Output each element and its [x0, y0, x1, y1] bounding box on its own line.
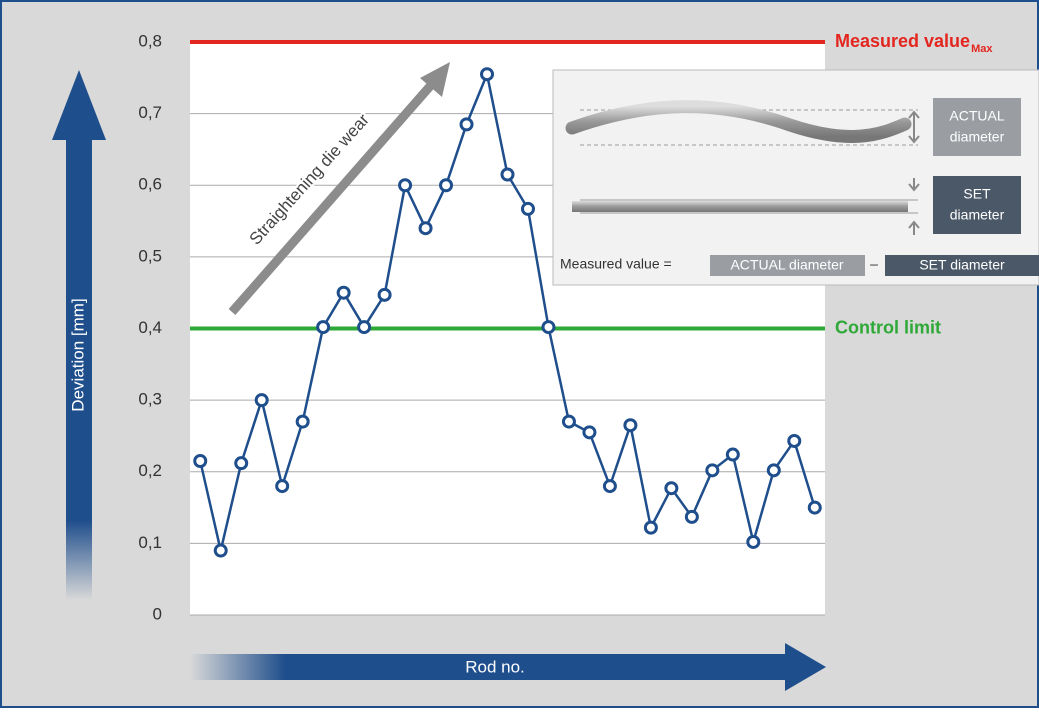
data-point: [787, 433, 802, 448]
data-point: [418, 221, 433, 236]
formula-minus: –: [870, 256, 878, 272]
data-point: [295, 414, 310, 429]
data-point: [520, 201, 535, 216]
data-point: [561, 414, 576, 429]
actual-arrows: [908, 110, 920, 144]
formula-set-box: [885, 255, 1039, 276]
data-point: [193, 454, 208, 469]
data-point: [541, 320, 556, 335]
formula-left: Measured value =: [560, 256, 672, 272]
data-point: [254, 393, 269, 408]
data-point: [480, 67, 495, 82]
data-point: [439, 178, 454, 193]
y-tick-label: 0,3: [138, 390, 162, 409]
y-tick-label: 0,4: [138, 318, 162, 337]
y-tick-label: 0,5: [138, 246, 162, 265]
data-point: [643, 520, 658, 535]
actual-box-text: diameter: [950, 129, 1005, 145]
data-point: [459, 117, 474, 132]
data-point: [500, 167, 515, 182]
reference-label: Measured value: [835, 31, 970, 51]
trend-arrow: [228, 81, 436, 315]
actual-rod: [565, 100, 912, 143]
data-point: [807, 500, 822, 515]
data-point: [357, 320, 372, 335]
data-point: [582, 425, 597, 440]
data-point: [234, 456, 249, 471]
inset: ACTUAL diameter SET diameter Measured va…: [552, 69, 1039, 286]
actual-box-text: ACTUAL: [949, 108, 1004, 124]
set-box-text: diameter: [950, 207, 1005, 223]
set-box: [933, 176, 1021, 234]
formula-set: SET diameter: [919, 257, 1005, 273]
formula-actual: ACTUAL diameter: [730, 257, 843, 273]
data-point: [623, 418, 638, 433]
y-axis-label: Deviation [mm]: [68, 298, 87, 411]
reference-label: Control limit: [835, 317, 941, 337]
set-box-text: SET: [963, 186, 991, 202]
y-tick-label: 0,2: [138, 461, 162, 480]
data-point: [275, 479, 290, 494]
data-point: [766, 463, 781, 478]
data-point: [336, 285, 351, 300]
y-tick-label: 0,6: [138, 175, 162, 194]
x-arrow: [190, 643, 826, 691]
y-tick-label: 0,7: [138, 103, 162, 122]
data-point: [377, 287, 392, 302]
data-point: [602, 479, 617, 494]
data-point: [213, 543, 228, 558]
y-tick-label: 0,8: [138, 31, 162, 50]
data-point: [684, 509, 699, 524]
set-arrows: [908, 178, 920, 235]
formula-actual-box: [710, 255, 865, 276]
x-axis-label: Rod no.: [465, 657, 525, 676]
actual-box: [933, 98, 1021, 156]
y-arrow: [52, 70, 106, 600]
data-point: [664, 481, 679, 496]
reference-label-sub: Max: [971, 43, 993, 55]
data-point: [398, 178, 413, 193]
data-point: [746, 534, 761, 549]
data-point: [725, 447, 740, 462]
trend-arrowhead: [420, 62, 450, 97]
y-tick-label: 0: [153, 604, 162, 623]
data-point: [316, 320, 331, 335]
data-point: [705, 463, 720, 478]
set-rod: [572, 201, 908, 212]
y-tick-label: 0,1: [138, 533, 162, 552]
